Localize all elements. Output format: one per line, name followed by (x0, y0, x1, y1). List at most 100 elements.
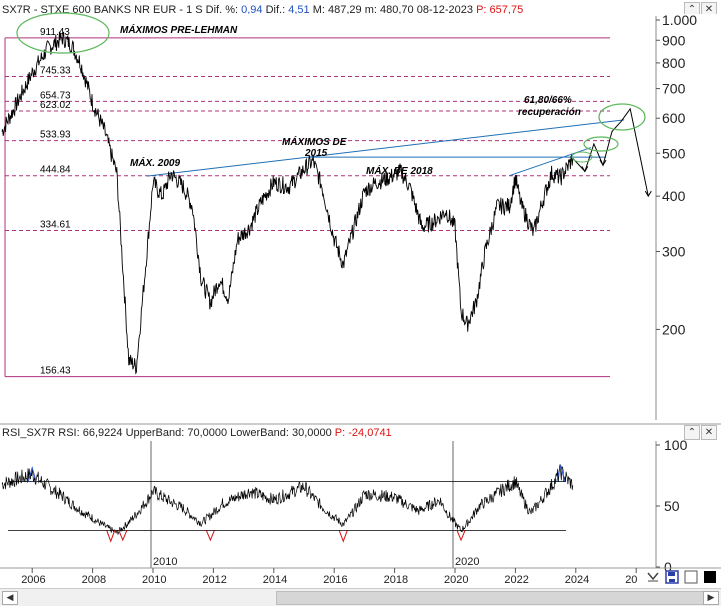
p-label: P: (476, 4, 487, 16)
save-button[interactable] (664, 569, 680, 585)
horizontal-scrollbar[interactable]: ◀ ▶ (0, 588, 721, 606)
support-level-label: 654.73 (40, 90, 71, 101)
chart-annotation: MÁXIMOS PRE-LEHMAN (120, 23, 238, 36)
x-axis-tick-label: 2012 (202, 574, 226, 586)
rsi-oversold-mark (118, 530, 128, 542)
chart-annotation: MÁXIMOS DE (282, 135, 347, 148)
lower-band-label: LowerBand: (230, 427, 289, 439)
support-level-label: 745.33 (40, 66, 71, 77)
trendline (146, 119, 625, 177)
rsi-value: 66,9224 (82, 427, 123, 439)
min-label: m: (364, 4, 377, 16)
x-axis-tick-label: 2006 (21, 574, 45, 586)
p-value: 657,75 (489, 4, 524, 16)
upper-band-label: UpperBand: (125, 427, 185, 439)
price-series-line (1, 31, 574, 375)
collapse-rsi-button[interactable]: ⌃ (684, 425, 700, 440)
highlight-oval (571, 151, 593, 163)
chart-annotation: 2015 (304, 148, 328, 159)
rsi-oversold-mark (106, 530, 116, 543)
rsi-oversold-mark (456, 530, 466, 542)
price-y-tick-label: 200 (662, 321, 686, 337)
dif-value: 4,51 (288, 4, 310, 16)
rsi-p-value: -24,0741 (348, 427, 392, 439)
dif-pct-label: Dif. %: (205, 4, 239, 16)
date-value: 08-12-2023 (416, 4, 474, 16)
scroll-thumb[interactable] (276, 591, 716, 605)
projection-line (572, 107, 649, 197)
stop-icon (704, 571, 716, 583)
rsi-y-tick-label: 0 (664, 559, 672, 575)
x-axis-tick-label: 2014 (263, 574, 287, 586)
chevron-right-icon: ▶ (707, 593, 715, 603)
rsi-series-line (1, 464, 574, 535)
projection-arrowhead (581, 166, 589, 173)
rsi-overbought-mark (556, 465, 566, 482)
rsi-name: RSI_SX7R (2, 427, 56, 439)
settings-icon (647, 572, 659, 582)
rsi-label: RSI: (58, 427, 80, 439)
highlight-oval (583, 136, 619, 152)
rsi-overbought-mark (27, 466, 37, 482)
price-y-tick-label: 1.000 (662, 12, 697, 28)
chevron-left-icon: ◀ (6, 593, 14, 603)
scroll-left-button[interactable]: ◀ (2, 591, 18, 605)
dif-pct-value: 0,94 (241, 4, 263, 16)
support-level-label: 533.93 (40, 130, 71, 141)
chevron-up-icon: ⌃ (687, 4, 697, 15)
price-y-tick-label: 900 (662, 32, 686, 48)
x-axis-tick-label: 2022 (504, 574, 528, 586)
price-chart[interactable]: 1.000 900 800 700 600 500 400 300 200 911.43 745.3… (0, 0, 721, 425)
x-axis-tick-label: 2020 (444, 574, 468, 586)
lower-band-value: 30,0000 (291, 427, 332, 439)
dif-label: Dif.: (265, 4, 286, 16)
min-value: 480,70 (380, 4, 414, 16)
x-axis-tick-label: 20 (625, 574, 637, 586)
support-level-label: 911.43 (40, 27, 70, 38)
projection-arrowhead (644, 190, 652, 198)
rsi-p-label: P: (334, 427, 346, 439)
rsi-plot-background (0, 441, 721, 588)
symbol: SX7R (2, 4, 31, 16)
x-axis-tick-label: 2010 (142, 574, 166, 586)
price-y-tick-label: 300 (662, 243, 686, 259)
close-icon: ✕ (704, 4, 714, 15)
price-y-tick-label: 800 (662, 55, 686, 71)
rsi-chart[interactable]: 100 50 0 2010 2020 2006 2008 2010 2012 2014 2016 20… (0, 425, 721, 588)
support-level-label: 156.43 (40, 366, 71, 377)
chart-annotation: MÁX. 2009 (130, 156, 180, 169)
price-plot-background (0, 14, 721, 425)
chart-annotation: MÁX. DE 2018 (366, 164, 433, 177)
support-level-label: 444.84 (40, 165, 71, 176)
support-level-label: 623.02 (40, 100, 71, 111)
upper-band-value: 70,0000 (187, 427, 228, 439)
rsi-y-tick-label: 50 (664, 498, 680, 514)
maximize-button[interactable] (683, 569, 699, 585)
chart-annotation: recuperación (518, 107, 581, 118)
save-icon (665, 570, 679, 584)
stop-button[interactable] (702, 569, 718, 585)
price-y-tick-label: 700 (662, 81, 686, 97)
rsi-y-tick-label: 100 (664, 437, 688, 453)
x-axis-tick-label: 2016 (323, 574, 347, 586)
x-axis-tick-label: 2018 (384, 574, 408, 586)
price-y-tick-label: 500 (662, 145, 686, 161)
close-icon: ✕ (704, 427, 714, 438)
support-level-label: 334.61 (40, 219, 71, 230)
price-y-tick-label: 600 (662, 110, 686, 126)
settings-button[interactable] (645, 569, 661, 585)
highlight-oval (16, 12, 110, 54)
rsi-oversold-mark (338, 530, 348, 543)
window-icon (684, 570, 698, 584)
close-rsi-button[interactable]: ✕ (701, 425, 717, 440)
rsi-x-tick-label: 2010 (153, 556, 177, 568)
projection-arrowhead (599, 159, 607, 167)
period: 1 S (186, 4, 203, 16)
rsi-panel-header: RSI_SX7R RSI: 66,9224 UpperBand: 70,0000… (2, 425, 392, 441)
x-axis-tick-label: 2008 (82, 574, 106, 586)
max-label: M: (312, 4, 325, 16)
chevron-up-icon: ⌃ (687, 427, 697, 438)
chart-annotation: 61,80/66% (524, 95, 572, 106)
scroll-right-button[interactable]: ▶ (703, 591, 719, 605)
